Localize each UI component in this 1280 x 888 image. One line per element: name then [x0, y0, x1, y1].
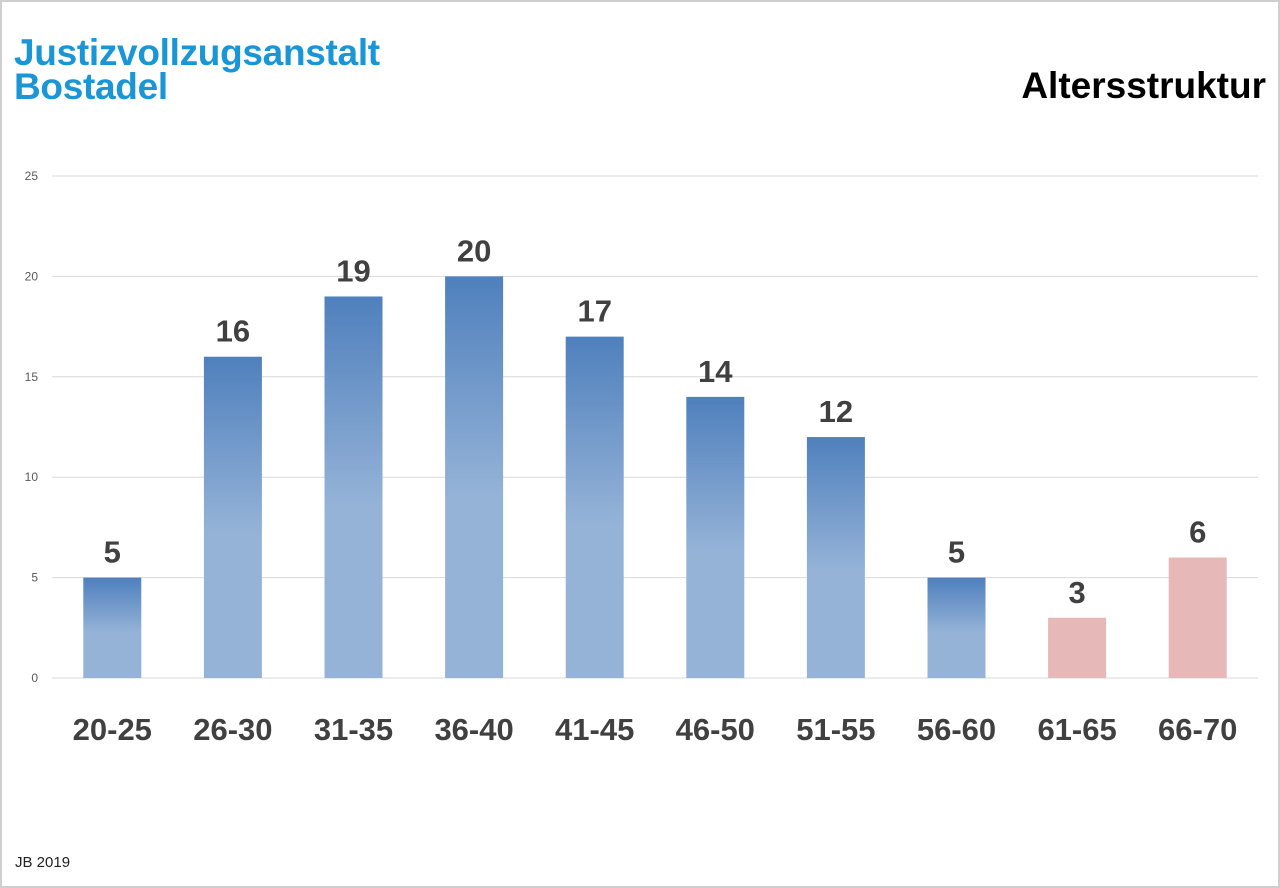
x-tick-label: 36-40	[434, 712, 513, 747]
institution-name-line1: Justizvollzugsanstalt	[14, 32, 380, 73]
data-label: 6	[1189, 515, 1206, 550]
y-tick-label: 5	[31, 571, 38, 585]
data-label: 3	[1068, 575, 1085, 610]
data-label: 20	[457, 233, 491, 268]
bar	[686, 396, 745, 678]
x-tick-label: 26-30	[193, 712, 272, 747]
chart-title: Altersstruktur	[1021, 65, 1266, 106]
bar	[1168, 557, 1227, 678]
data-label: 5	[104, 535, 121, 570]
bar	[83, 577, 142, 678]
y-tick-label: 15	[25, 370, 39, 384]
institution-name-line2: Bostadel	[14, 66, 168, 107]
x-tick-label: 41-45	[555, 712, 634, 747]
bar	[806, 437, 865, 678]
y-tick-label: 25	[25, 169, 39, 183]
bar	[565, 336, 624, 678]
x-tick-label: 46-50	[676, 712, 755, 747]
y-tick-label: 20	[25, 269, 39, 283]
bar	[445, 276, 504, 678]
data-label: 19	[336, 253, 370, 288]
bar	[1048, 617, 1107, 678]
institution-title: Justizvollzugsanstalt Bostadel	[14, 32, 380, 107]
x-tick-label: 66-70	[1158, 712, 1237, 747]
bars	[83, 276, 1227, 678]
footer-note: JB 2019	[15, 854, 71, 871]
y-tick-label: 0	[31, 671, 38, 685]
x-tick-label: 51-55	[796, 712, 875, 747]
x-tick-label: 61-65	[1037, 712, 1116, 747]
data-label: 14	[698, 354, 733, 389]
bar	[927, 577, 986, 678]
x-tick-label: 20-25	[73, 712, 152, 747]
data-labels: 5 16 19 20 17 14 12 5 3 6	[104, 233, 1207, 609]
y-axis-ticks: 0 5 10 15 20 25	[25, 169, 39, 685]
data-label: 5	[948, 535, 965, 570]
x-axis-ticks: 20-25 26-30 31-35 36-40 41-45 46-50 51-55 56-60…	[73, 712, 1238, 747]
data-label: 12	[819, 394, 853, 429]
y-tick-label: 10	[25, 470, 39, 484]
bar	[324, 296, 383, 678]
data-label: 16	[216, 314, 250, 349]
x-tick-label: 56-60	[917, 712, 996, 747]
x-tick-label: 31-35	[314, 712, 393, 747]
bar	[203, 356, 262, 678]
data-label: 17	[577, 294, 611, 329]
